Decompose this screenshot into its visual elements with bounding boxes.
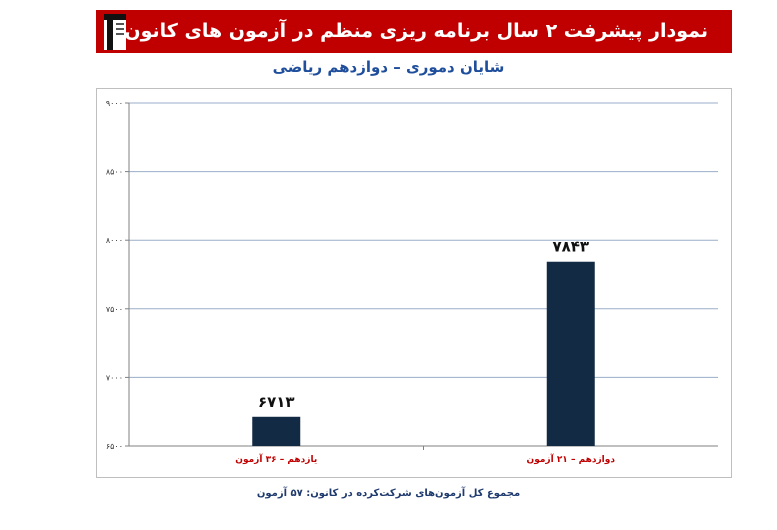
y-tick-label: ۶۵۰۰	[106, 442, 123, 451]
y-tick-label: ۸۰۰۰	[106, 236, 123, 245]
chart-frame	[96, 88, 732, 478]
footer-note: مجموع کل آزمون‌های شرکت‌کرده در کانون: ۵…	[256, 488, 521, 499]
title-banner: نمودار پیشرفت ۲ سال برنامه ریزی منظم در …	[96, 10, 732, 53]
y-tick-label: ۷۵۰۰	[106, 305, 123, 314]
y-tick-label: ۷۰۰۰	[106, 373, 123, 382]
y-tick-label: ۹۰۰۰	[106, 99, 123, 108]
x-tick-label: یازدهم – ۳۶ آزمون	[235, 453, 317, 465]
data-label: ۶۷۱۳	[258, 393, 295, 411]
bar	[546, 261, 595, 446]
x-tick-label: دوازدهم – ۲۱ آزمون	[527, 453, 616, 465]
bar	[252, 416, 301, 446]
y-tick-label: ۸۵۰۰	[106, 168, 123, 177]
page-title: نمودار پیشرفت ۲ سال برنامه ریزی منظم در …	[124, 20, 708, 42]
data-label: ۷۸۴۳	[552, 238, 589, 256]
kanoon-logo-icon	[104, 14, 126, 50]
chart-subtitle: شایان دموری – دوازدهم ریاضی	[272, 58, 505, 76]
